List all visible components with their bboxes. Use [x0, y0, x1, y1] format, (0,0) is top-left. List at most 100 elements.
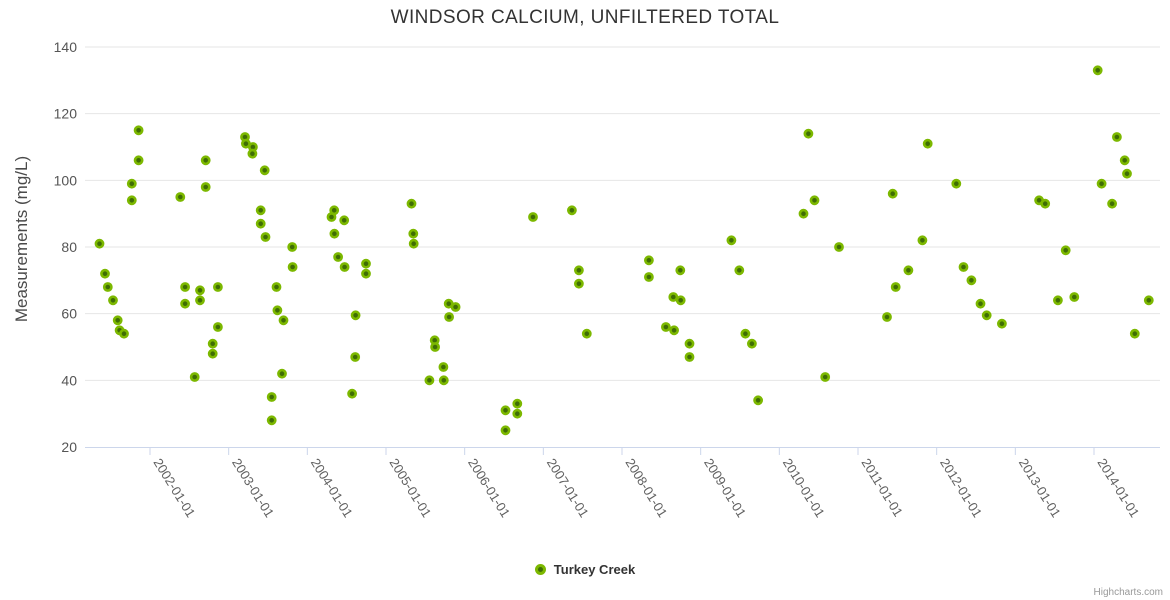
data-point[interactable] [1069, 292, 1080, 302]
data-point[interactable] [809, 195, 820, 206]
data-point[interactable] [574, 265, 584, 276]
data-point[interactable] [903, 265, 914, 276]
data-point[interactable] [329, 228, 340, 239]
data-point[interactable] [675, 265, 686, 276]
data-point[interactable] [333, 252, 343, 262]
data-point[interactable] [917, 235, 928, 246]
data-point[interactable] [574, 278, 584, 289]
data-point[interactable] [834, 242, 844, 252]
data-point[interactable] [126, 178, 137, 189]
data-point[interactable] [255, 218, 266, 229]
data-point[interactable] [450, 302, 461, 312]
data-point[interactable] [430, 342, 440, 352]
data-point[interactable] [1053, 295, 1063, 306]
data-point[interactable] [438, 362, 449, 372]
data-point[interactable] [1122, 168, 1132, 179]
data-point[interactable] [126, 195, 137, 206]
data-point[interactable] [175, 192, 186, 202]
data-point[interactable] [675, 295, 686, 306]
data-point[interactable] [350, 352, 361, 362]
data-point[interactable] [277, 368, 287, 379]
data-point[interactable] [438, 375, 449, 386]
data-point[interactable] [361, 258, 371, 269]
data-point[interactable] [753, 395, 763, 406]
data-point[interactable] [500, 425, 511, 436]
data-point[interactable] [133, 155, 144, 166]
data-point[interactable] [512, 398, 523, 409]
data-point[interactable] [278, 315, 289, 326]
data-point[interactable] [444, 312, 454, 322]
data-point[interactable] [1060, 245, 1071, 256]
data-point[interactable] [1129, 328, 1140, 339]
data-point[interactable] [200, 155, 211, 166]
data-point[interactable] [740, 328, 751, 339]
data-point[interactable] [112, 315, 123, 326]
data-point[interactable] [500, 405, 511, 416]
data-point[interactable] [180, 298, 190, 309]
data-point[interactable] [798, 208, 809, 219]
data-point[interactable] [951, 178, 962, 189]
data-point[interactable] [102, 282, 113, 292]
data-point[interactable] [669, 325, 679, 336]
data-point[interactable] [408, 238, 419, 249]
data-point[interactable] [820, 372, 831, 382]
data-point[interactable] [195, 295, 205, 306]
legend-item[interactable]: Turkey Creek [0, 562, 1170, 577]
data-point[interactable] [287, 242, 298, 252]
data-point[interactable] [255, 205, 266, 216]
data-point[interactable] [1040, 198, 1051, 209]
data-point[interactable] [1096, 178, 1107, 189]
data-point[interactable] [661, 322, 671, 332]
data-point[interactable] [207, 338, 218, 349]
data-point[interactable] [119, 328, 129, 339]
data-point[interactable] [684, 338, 695, 349]
data-point[interactable] [1112, 132, 1122, 142]
data-point[interactable] [260, 232, 271, 242]
data-point[interactable] [408, 228, 419, 239]
data-point[interactable] [734, 265, 745, 276]
data-point[interactable] [887, 188, 898, 199]
data-point[interactable] [981, 310, 992, 321]
data-point[interactable] [1107, 198, 1117, 209]
highcharts-credits[interactable]: Highcharts.com [1093, 587, 1163, 598]
data-point[interactable] [361, 268, 371, 279]
data-point[interactable] [271, 282, 282, 292]
data-point[interactable] [1092, 65, 1103, 76]
data-point[interactable] [200, 182, 211, 192]
data-point[interactable] [975, 298, 986, 309]
data-point[interactable] [424, 375, 435, 386]
data-point[interactable] [581, 328, 592, 339]
data-point[interactable] [212, 322, 223, 332]
data-point[interactable] [339, 215, 350, 226]
data-point[interactable] [1119, 155, 1130, 166]
data-point[interactable] [108, 295, 118, 306]
data-point[interactable] [195, 285, 205, 296]
data-point[interactable] [644, 272, 654, 282]
data-point[interactable] [207, 348, 218, 359]
data-point[interactable] [266, 392, 277, 402]
data-point[interactable] [266, 415, 277, 426]
data-point[interactable] [958, 262, 969, 272]
data-point[interactable] [890, 282, 901, 292]
data-point[interactable] [133, 125, 144, 136]
data-point[interactable] [347, 388, 357, 399]
data-point[interactable] [567, 205, 577, 216]
data-point[interactable] [747, 338, 757, 349]
data-point[interactable] [966, 275, 977, 286]
data-point[interactable] [189, 372, 200, 382]
data-point[interactable] [882, 312, 892, 322]
data-point[interactable] [180, 282, 190, 292]
data-point[interactable] [406, 198, 417, 209]
data-point[interactable] [668, 292, 679, 302]
data-point[interactable] [339, 262, 350, 272]
data-point[interactable] [528, 212, 538, 222]
data-point[interactable] [684, 352, 695, 362]
data-point[interactable] [922, 138, 933, 149]
data-point[interactable] [997, 318, 1007, 329]
data-point[interactable] [803, 128, 814, 139]
data-point[interactable] [259, 165, 270, 176]
data-point[interactable] [272, 305, 283, 316]
data-point[interactable] [512, 408, 523, 419]
data-point[interactable] [726, 235, 737, 246]
data-point[interactable] [247, 148, 258, 159]
